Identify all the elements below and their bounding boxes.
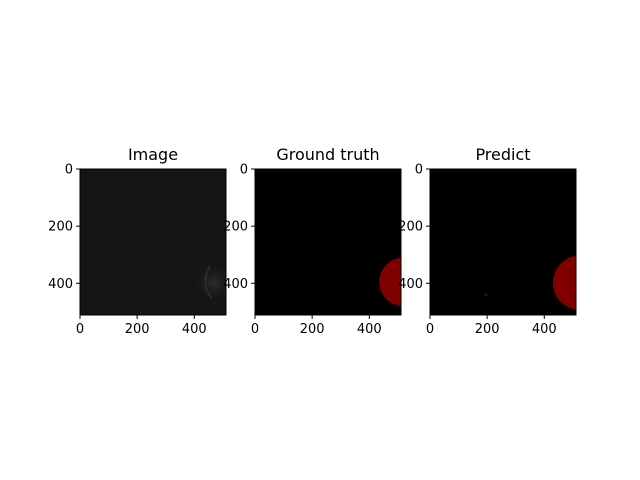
panel-title: Ground truth (276, 145, 379, 164)
y-tick-label: 200 (223, 220, 248, 235)
y-tick-label: 0 (240, 163, 248, 178)
x-tick-label: 400 (532, 322, 557, 337)
axes-frame (254, 168, 402, 316)
x-tick-label: 0 (426, 322, 434, 337)
image-background (255, 169, 401, 315)
y-tick-label: 0 (415, 163, 423, 178)
x-tick-label: 400 (182, 322, 207, 337)
x-tick-label: 0 (251, 322, 259, 337)
mask-speck (484, 293, 487, 296)
x-tick-label: 200 (300, 322, 325, 337)
image-highlight (192, 263, 226, 304)
panel-title: Image (128, 145, 178, 164)
y-tick-label: 200 (48, 220, 73, 235)
y-tick-label: 400 (48, 277, 73, 292)
y-tick-label: 400 (398, 277, 423, 292)
y-tick-label: 400 (223, 277, 248, 292)
panel-2: Ground truth 0 200 400 0 200 400 (223, 145, 402, 337)
y-tick-label: 200 (398, 220, 423, 235)
axes-frame (79, 168, 227, 316)
x-tick-label: 200 (475, 322, 500, 337)
panel-1: Image 0 200 400 0 200 400 (48, 145, 227, 337)
image-edge (204, 265, 213, 299)
panel-3: Predict 0 200 400 0 200 400 (398, 145, 577, 337)
x-tick-label: 0 (76, 322, 84, 337)
image-background (430, 169, 576, 315)
x-tick-label: 200 (125, 322, 150, 337)
mask-region (552, 255, 576, 310)
y-tick-label: 0 (65, 163, 73, 178)
panel-title: Predict (475, 145, 530, 164)
x-tick-label: 400 (357, 322, 382, 337)
mask-region (379, 257, 401, 306)
axes-frame (429, 168, 577, 316)
